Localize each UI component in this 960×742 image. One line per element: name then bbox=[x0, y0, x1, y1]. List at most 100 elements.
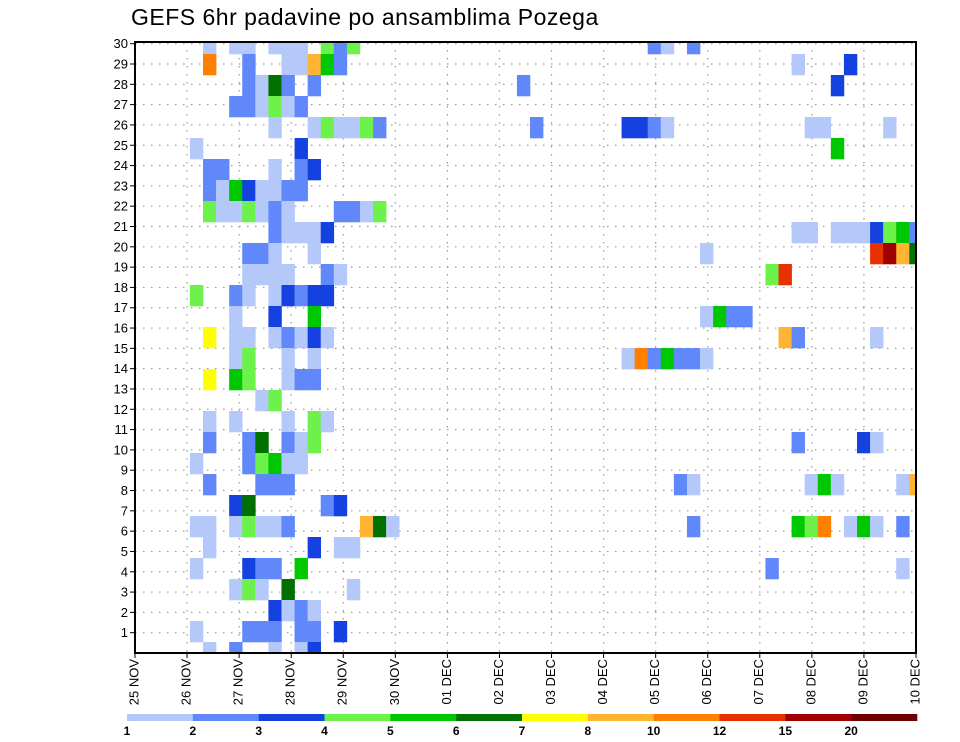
x-tick-label: 28 NOV bbox=[283, 659, 298, 706]
heatmap-cell bbox=[268, 264, 282, 286]
heatmap-cell bbox=[242, 201, 256, 223]
colorbar-label: 20 bbox=[844, 724, 858, 738]
heatmap-cell bbox=[229, 96, 243, 118]
heatmap-cell bbox=[281, 600, 295, 622]
heatmap-cell bbox=[242, 369, 256, 391]
heatmap-cell bbox=[268, 285, 282, 307]
heatmap-cell bbox=[242, 264, 256, 286]
heatmap-cell bbox=[268, 306, 282, 328]
colorbar-segment bbox=[324, 714, 391, 721]
y-tick-label: 30 bbox=[114, 36, 128, 51]
heatmap-cell bbox=[804, 516, 819, 538]
heatmap-cell bbox=[203, 159, 217, 181]
x-tick-label: 25 NOV bbox=[126, 659, 141, 706]
heatmap-cell bbox=[229, 306, 243, 328]
y-tick-label: 7 bbox=[121, 503, 128, 518]
x-tick-label: 01 DEC bbox=[439, 659, 454, 705]
heatmap-cell bbox=[281, 411, 295, 433]
y-tick-label: 23 bbox=[114, 178, 128, 193]
y-tick-label: 14 bbox=[114, 361, 128, 376]
heatmap-cell bbox=[294, 138, 308, 160]
heatmap-cell bbox=[229, 579, 243, 601]
heatmap-cell bbox=[268, 243, 282, 265]
heatmap-cell bbox=[373, 117, 387, 139]
heatmap-cell bbox=[294, 453, 308, 475]
heatmap-cell bbox=[686, 348, 701, 370]
y-tick-label: 24 bbox=[114, 158, 128, 173]
heatmap-cell bbox=[373, 201, 387, 223]
heatmap-cell bbox=[830, 222, 845, 244]
heatmap-cell bbox=[242, 495, 256, 517]
heatmap-cell bbox=[726, 306, 740, 328]
heatmap-cell bbox=[700, 306, 714, 328]
heatmap-cell bbox=[857, 516, 871, 538]
heatmap-cell bbox=[268, 201, 282, 223]
heatmap-cell bbox=[242, 348, 256, 370]
heatmap-cell bbox=[870, 243, 884, 265]
heatmap-cell bbox=[281, 348, 295, 370]
heatmap-cell bbox=[333, 42, 348, 55]
heatmap-cell bbox=[870, 222, 884, 244]
heatmap-cell bbox=[307, 75, 322, 97]
heatmap-cell bbox=[255, 558, 269, 580]
colorbar-label: 4 bbox=[321, 724, 328, 738]
colorbar-label: 12 bbox=[713, 724, 727, 738]
heatmap-cell bbox=[281, 369, 295, 391]
heatmap-cell bbox=[386, 516, 400, 538]
heatmap-cell bbox=[870, 516, 884, 538]
heatmap-cell bbox=[255, 474, 269, 496]
heatmap-cell bbox=[255, 621, 269, 643]
y-tick-label: 20 bbox=[114, 239, 128, 254]
y-tick-label: 19 bbox=[114, 260, 128, 275]
heatmap-cell bbox=[255, 75, 269, 97]
colorbar-segment bbox=[456, 714, 523, 721]
heatmap-cell bbox=[229, 369, 243, 391]
heatmap-cell bbox=[203, 180, 217, 202]
heatmap-cell bbox=[791, 327, 805, 349]
heatmap-cell bbox=[242, 453, 256, 475]
heatmap-cell bbox=[294, 600, 308, 622]
heatmap-cell bbox=[647, 117, 662, 139]
y-tick-label: 4 bbox=[121, 564, 128, 579]
heatmap-cell bbox=[320, 264, 335, 286]
heatmap-cell bbox=[203, 432, 217, 454]
y-tick-label: 25 bbox=[114, 138, 128, 153]
heatmap-cell bbox=[294, 642, 308, 653]
heatmap-cell bbox=[281, 285, 295, 307]
heatmap-cell bbox=[216, 201, 230, 223]
heatmap-cell bbox=[281, 453, 295, 475]
heatmap-cell bbox=[255, 243, 269, 265]
heatmap-cell bbox=[268, 75, 282, 97]
heatmap-cell bbox=[883, 222, 897, 244]
heatmap-cell bbox=[320, 495, 335, 517]
y-tick-label: 28 bbox=[114, 77, 128, 92]
heatmap-cell bbox=[203, 411, 217, 433]
colorbar-label: 1 bbox=[124, 724, 131, 738]
colorbar-segment bbox=[851, 714, 918, 721]
colorbar-segment bbox=[653, 714, 720, 721]
heatmap-cell bbox=[281, 264, 295, 286]
heatmap-cell bbox=[909, 222, 916, 244]
heatmap-cell bbox=[242, 579, 256, 601]
colorbar-segment bbox=[192, 714, 259, 721]
heatmap-cell bbox=[830, 75, 845, 97]
heatmap-cell bbox=[778, 327, 792, 349]
heatmap-cell bbox=[242, 54, 256, 76]
colorbar-label: 10 bbox=[647, 724, 661, 738]
heatmap-cell bbox=[804, 474, 819, 496]
heatmap-cell bbox=[307, 411, 322, 433]
heatmap-cell bbox=[294, 432, 308, 454]
heatmap-cell bbox=[909, 243, 916, 265]
heatmap-cell bbox=[320, 54, 335, 76]
y-tick-label: 16 bbox=[114, 321, 128, 336]
heatmap-cell bbox=[294, 285, 308, 307]
heatmap-cell bbox=[268, 600, 282, 622]
x-tick-label: 02 DEC bbox=[491, 659, 506, 705]
heatmap-cell bbox=[791, 516, 805, 538]
heatmap-cell bbox=[320, 327, 335, 349]
heatmap-cell bbox=[203, 516, 217, 538]
heatmap-cell bbox=[634, 348, 649, 370]
heatmap-cell bbox=[804, 222, 819, 244]
heatmap-cell bbox=[255, 390, 269, 412]
y-axis: 1234567891011121314151617181920212223242… bbox=[114, 36, 135, 640]
